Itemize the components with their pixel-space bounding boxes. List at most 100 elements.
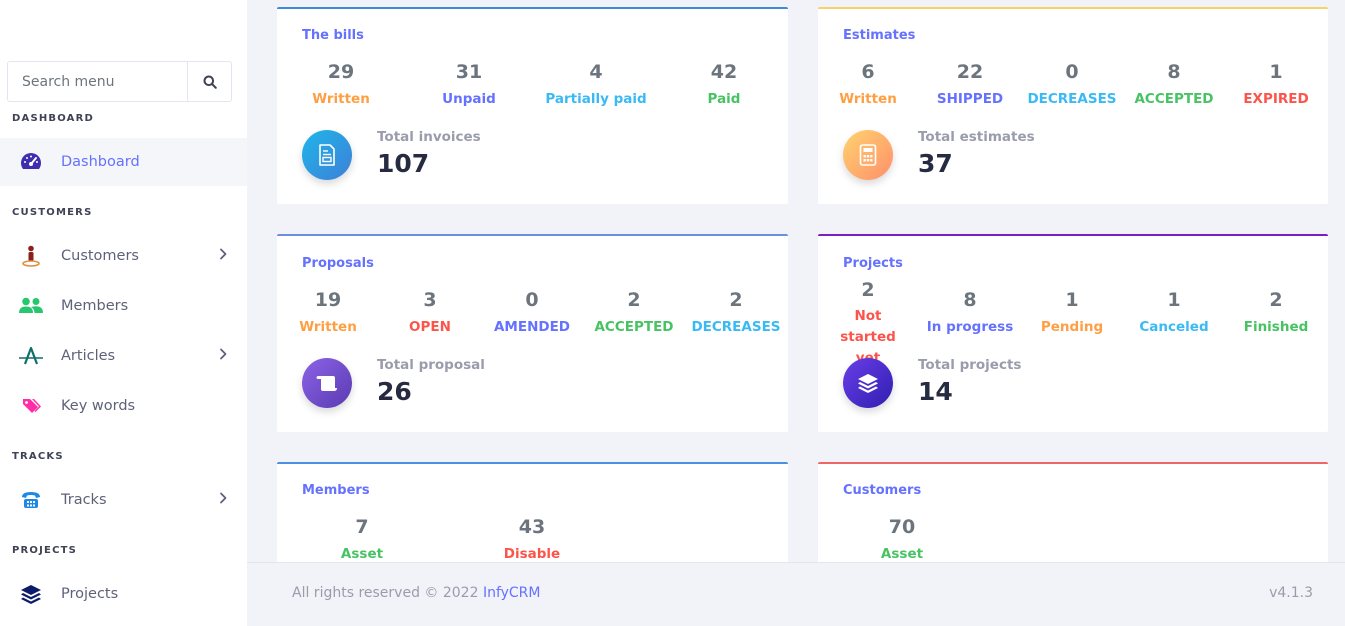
stat-value: 29 <box>327 61 355 83</box>
version-label: v4.1.3 <box>1269 585 1313 601</box>
footer-copyright: All rights reserved © 2022 InfyCRM <box>292 585 541 601</box>
stat-written: 6 Written <box>813 61 923 110</box>
total-value: 107 <box>377 149 430 178</box>
card-title: Customers <box>843 483 922 498</box>
stat-label: SHIPPED <box>936 91 1004 107</box>
stat-value: 42 <box>710 61 738 83</box>
stat-label: Pending <box>1040 319 1104 335</box>
stat-paid: 42 Paid <box>669 61 779 110</box>
stat-not-started: 2 Not started yet <box>813 279 923 369</box>
card-title: Members <box>302 483 370 498</box>
stat-label: Asset <box>340 546 384 562</box>
sidebar-item-label: Projects <box>61 586 119 602</box>
total-value: 26 <box>377 377 412 406</box>
scroll-icon <box>302 358 352 408</box>
section-title-tracks: TRACKS <box>12 451 64 462</box>
total-value: 37 <box>918 149 953 178</box>
total-label: Total invoices <box>377 129 481 145</box>
stat-finished: 2 Finished <box>1221 289 1331 338</box>
stat-in-progress: 8 In progress <box>915 289 1025 338</box>
members-card: Members 7 Asset 43 Disable <box>277 462 788 572</box>
stat-value: 43 <box>518 516 546 538</box>
section-title-projects: PROJECTS <box>12 545 78 556</box>
search-input[interactable] <box>8 62 187 101</box>
calculator-icon <box>843 130 893 180</box>
brand-link[interactable]: InfyCRM <box>482 585 541 601</box>
stat-open: 3 OPEN <box>375 289 485 338</box>
users-icon <box>18 295 44 317</box>
stat-decreases: 0 DECREASES <box>1017 61 1127 110</box>
stat-asset: 70 Asset <box>847 516 957 565</box>
customers-card: Customers 70 Asset <box>818 462 1328 572</box>
stat-amended: 0 AMENDED <box>477 289 587 338</box>
stat-label: DECREASES <box>1027 91 1117 107</box>
layers-icon <box>843 358 893 408</box>
stat-accepted: 8 ACCEPTED <box>1119 61 1229 110</box>
stat-label: Written <box>312 91 370 107</box>
stat-partially-paid: 4 Partially paid <box>541 61 651 110</box>
stat-disable: 43 Disable <box>477 516 587 565</box>
stat-label: Canceled <box>1139 319 1209 335</box>
sidebar-item-dashboard[interactable]: Dashboard <box>0 138 247 186</box>
sidebar-item-articles[interactable]: Articles <box>0 332 247 380</box>
sidebar-item-label: Tracks <box>61 492 107 508</box>
article-icon <box>18 345 44 367</box>
estimates-card: Estimates 6 Written 22 SHIPPED 0 DECREAS… <box>818 7 1328 204</box>
stat-expired: 1 EXPIRED <box>1221 61 1331 110</box>
sidebar-item-label: Articles <box>61 348 116 364</box>
search-icon <box>203 75 217 89</box>
sidebar-item-label: Customers <box>61 248 139 264</box>
chevron-right-icon <box>220 248 227 260</box>
stat-canceled: 1 Canceled <box>1119 289 1229 338</box>
stat-value: 0 <box>525 289 539 311</box>
stat-asset: 7 Asset <box>307 516 417 565</box>
stat-label: ACCEPTED <box>594 319 674 335</box>
sidebar: DASHBOARD Dashboard CUSTOMERS Customers … <box>0 0 247 626</box>
card-title: Estimates <box>843 28 916 43</box>
stat-value: 31 <box>455 61 483 83</box>
stat-label: Written <box>839 91 897 107</box>
sidebar-item-label: Members <box>61 298 129 314</box>
section-title-customers: CUSTOMERS <box>12 207 93 218</box>
stat-label: Unpaid <box>442 91 496 107</box>
search-button[interactable] <box>187 62 231 101</box>
stat-value: 1 <box>1269 61 1283 83</box>
stat-value: 22 <box>956 61 984 83</box>
stat-value: 8 <box>963 289 977 311</box>
sidebar-item-keywords[interactable]: Key words <box>0 382 247 430</box>
sidebar-item-label: Key words <box>61 398 136 414</box>
total-label: Total projects <box>918 357 1022 373</box>
stat-label: Asset <box>880 546 924 562</box>
sidebar-item-customers[interactable]: Customers <box>0 232 247 280</box>
sidebar-item-label: Dashboard <box>61 154 140 170</box>
stat-label: In progress <box>926 319 1014 335</box>
stat-label: Paid <box>707 91 741 107</box>
total-value: 14 <box>918 377 953 406</box>
stat-label: Disable <box>503 546 561 562</box>
sidebar-item-members[interactable]: Members <box>0 282 247 330</box>
bills-card: The bills 29 Written 31 Unpaid 4 Partial… <box>277 7 788 204</box>
sidebar-item-tracks[interactable]: Tracks <box>0 476 247 524</box>
invoice-icon <box>302 130 352 180</box>
footer: All rights reserved © 2022 InfyCRM v4.1.… <box>247 562 1345 626</box>
telephone-icon <box>18 489 44 511</box>
card-title: Proposals <box>302 256 374 271</box>
stat-label: Written <box>299 319 357 335</box>
stat-label: DECREASES <box>691 319 781 335</box>
stat-label: EXPIRED <box>1243 91 1309 107</box>
copyright-text: All rights reserved © 2022 <box>292 585 483 601</box>
stat-value: 1 <box>1065 289 1079 311</box>
speedometer-icon <box>18 151 44 173</box>
stat-written: 29 Written <box>286 61 396 110</box>
stat-value: 8 <box>1167 61 1181 83</box>
projects-card: Projects 2 Not started yet 8 In progress… <box>818 234 1328 432</box>
chevron-right-icon <box>220 348 227 360</box>
stat-label: ACCEPTED <box>1134 91 1214 107</box>
person-icon <box>18 245 44 267</box>
stat-label: OPEN <box>409 319 451 335</box>
stat-value: 4 <box>589 61 603 83</box>
sidebar-item-projects[interactable]: Projects <box>0 570 247 618</box>
card-title: The bills <box>302 28 364 43</box>
total-label: Total proposal <box>377 357 485 373</box>
stat-label: Partially paid <box>545 91 647 107</box>
